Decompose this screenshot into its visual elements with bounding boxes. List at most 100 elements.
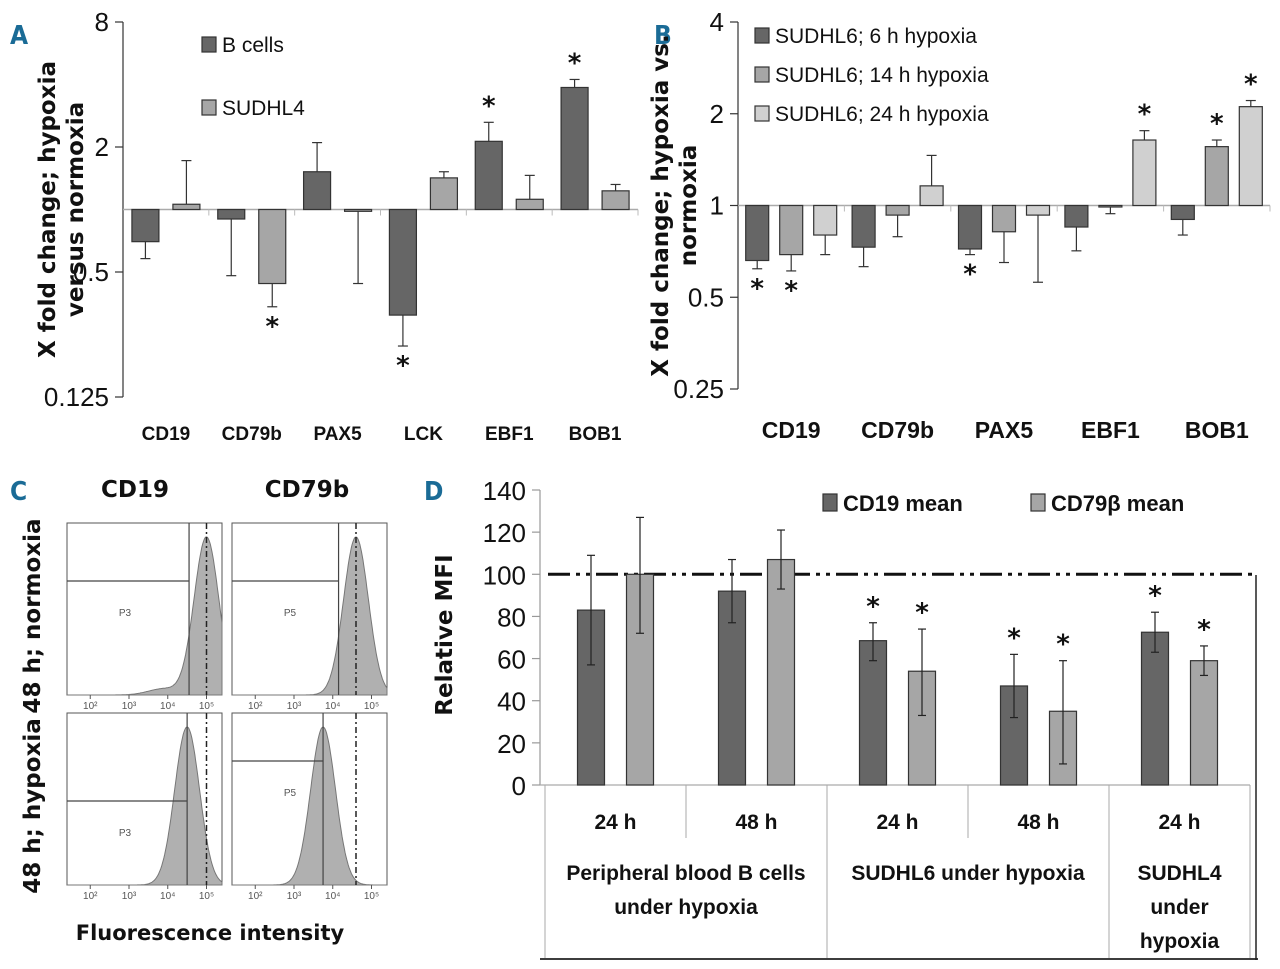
bar [957, 204, 983, 250]
legend-swatch [822, 493, 838, 512]
y-tick-label: 0.5 [688, 282, 724, 312]
bar [1098, 204, 1123, 208]
category-label: BOB1 [1185, 417, 1249, 443]
significance-star: * [568, 48, 582, 78]
legend-label: SUDHL6; 24 h hypoxia [775, 103, 989, 126]
y-tick-label: 8 [95, 7, 109, 37]
significance-star: * [1138, 100, 1152, 130]
category-label: 48 h [1017, 811, 1059, 834]
significance-star: * [750, 274, 764, 304]
category-label: CD79b [222, 424, 282, 445]
bar [1140, 631, 1170, 786]
gate-label: P3 [119, 608, 132, 619]
x-tick-label: 10⁴ [325, 891, 340, 902]
x-tick-label: 10² [248, 701, 263, 712]
panel-b-chart: 0.25 0.5 1 2 4 CD19 * * CD79b PAX5 * EBF1 * BOB1 * * SUD… [648, 7, 1271, 443]
y-axis-label: normoxia [676, 145, 702, 267]
legend-label: CD19 mean [843, 491, 963, 516]
bar [1132, 139, 1157, 207]
legend-swatch [1030, 493, 1046, 512]
x-tick-label: 10⁵ [364, 701, 379, 712]
panel-c-histograms: CD19 CD79b 48 h; normoxia 48 h; hypoxia Fluo… [20, 477, 388, 945]
gate-label: P3 [119, 828, 132, 839]
row-title: 48 h; normoxia [20, 518, 46, 713]
bar [1189, 660, 1219, 786]
x-tick-label: 10³ [287, 701, 302, 712]
bar [1170, 204, 1195, 221]
category-label: CD79b [861, 417, 934, 443]
x-tick-label: 10⁴ [325, 701, 340, 712]
bar [813, 204, 838, 236]
y-axis-label: X fold change; hypoxia vs. [648, 34, 674, 376]
bar [217, 208, 246, 220]
bar [919, 185, 944, 207]
significance-star: * [1210, 109, 1224, 139]
bar [991, 204, 1017, 233]
legend-label: CD79β mean [1051, 491, 1184, 516]
category-label: EBF1 [1081, 417, 1140, 443]
x-tick-label: 10⁵ [199, 701, 214, 712]
legend-swatch [201, 99, 217, 116]
legend-swatch [754, 105, 770, 122]
significance-star: * [396, 351, 410, 381]
significance-star: * [963, 260, 977, 290]
bar [560, 86, 589, 211]
significance-star: * [784, 276, 798, 306]
significance-star: * [866, 592, 880, 622]
y-axis-label: Relative MFI [432, 554, 458, 715]
x-tick-label: 10³ [287, 891, 302, 902]
bar [766, 558, 796, 786]
y-tick-label: 2 [710, 99, 724, 129]
panel-d-chart: 0 20 40 60 80 100 120 140 Relative MFI Peripheral… [432, 476, 1258, 960]
bar [851, 204, 876, 248]
gate-label: P5 [284, 788, 297, 799]
panel-letter-b: B [654, 21, 672, 51]
x-tick-label: 10⁴ [160, 701, 175, 712]
significance-star: * [1148, 581, 1162, 611]
bar [745, 204, 770, 262]
legend-swatch [201, 36, 217, 53]
y-tick-label: 40 [497, 687, 526, 717]
bar [258, 208, 287, 285]
bar [429, 177, 459, 211]
significance-star: * [915, 598, 929, 628]
significance-star: * [265, 312, 279, 342]
y-tick-label: 80 [497, 602, 526, 632]
x-tick-label: 10² [83, 891, 98, 902]
histogram-curve [232, 726, 387, 886]
category-label: 24 h [594, 811, 636, 834]
category-label: BOB1 [569, 424, 622, 445]
group-label: under hypoxia [614, 896, 758, 919]
y-axis-label: versus normoxia [63, 102, 89, 317]
y-tick-label: 0.5 [73, 257, 109, 287]
y-tick-label: 0.25 [673, 374, 724, 404]
bar [885, 204, 910, 216]
panel-letter-a: A [10, 21, 28, 51]
category-label: 24 h [876, 811, 918, 834]
y-tick-label: 2 [95, 132, 109, 162]
column-title: CD79b [265, 477, 349, 503]
group-label: Peripheral blood B cells [566, 862, 805, 885]
y-tick-label: 0.125 [44, 382, 109, 412]
significance-star: * [1244, 70, 1258, 100]
category-label: CD19 [762, 417, 821, 443]
x-tick-label: 10² [83, 701, 98, 712]
significance-star: * [1056, 630, 1070, 660]
y-tick-label: 0 [512, 771, 526, 801]
legend-label: SUDHL4 [222, 97, 305, 120]
bar [601, 190, 630, 211]
group-label: SUDHL6 under hypoxia [851, 862, 1085, 885]
bar [779, 204, 804, 256]
bar [1064, 204, 1089, 228]
bar [131, 208, 160, 243]
significance-star: * [482, 91, 496, 121]
x-tick-label: 10⁵ [364, 891, 379, 902]
category-label: EBF1 [485, 424, 534, 445]
x-tick-label: 10⁴ [160, 891, 175, 902]
group-label: under [1150, 896, 1208, 919]
significance-star: * [1007, 623, 1021, 653]
y-tick-label: 120 [483, 518, 526, 548]
panel-a-chart: 0.125 0.5 2 8 CD19 CD79b * PAX5 LCK * EBF1 * BOB1 * B … [35, 7, 639, 445]
x-tick-label: 10³ [122, 891, 137, 902]
